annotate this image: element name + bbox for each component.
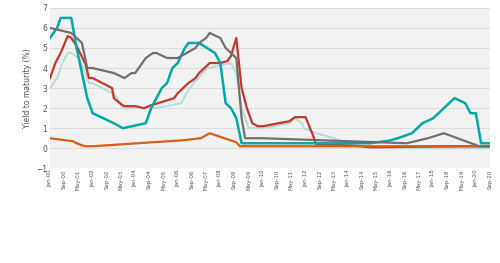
Y-axis label: Yield to maturity (%): Yield to maturity (%) (23, 48, 32, 128)
